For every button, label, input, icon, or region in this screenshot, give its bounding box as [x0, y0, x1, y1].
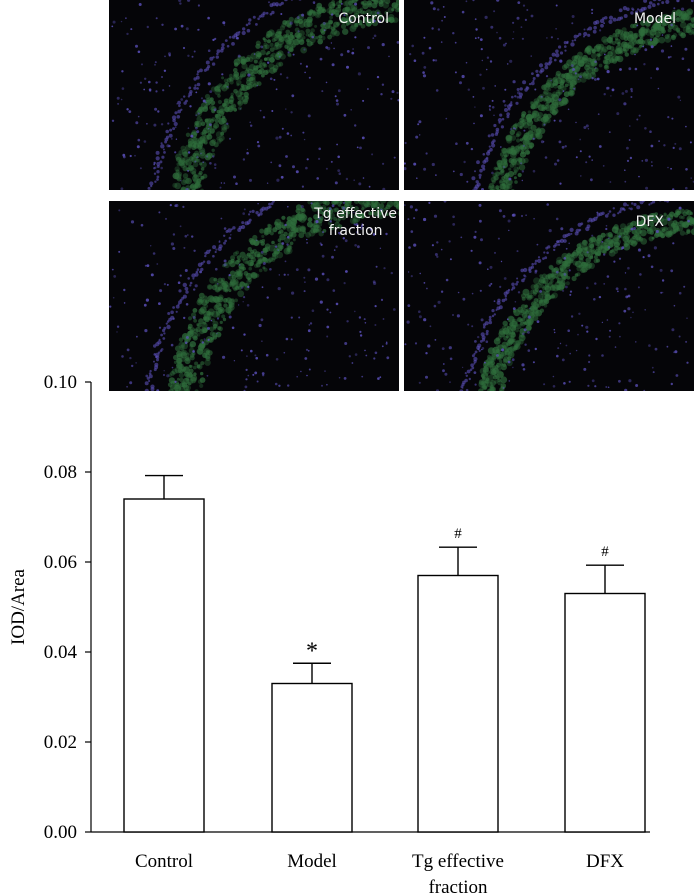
micrograph-image	[404, 0, 694, 190]
panel-label-model: Model	[633, 11, 676, 27]
micrograph-panel-tg-effective-fraction: Tg effective fraction	[109, 201, 399, 391]
significance-marker: #	[601, 544, 609, 560]
chart-bars	[123, 474, 646, 833]
nuclei-dots	[111, 0, 399, 190]
panel-label-line: fraction	[328, 223, 383, 239]
y-tick-label: 0.02	[44, 732, 77, 753]
category-label: Model	[287, 851, 337, 872]
significance-marker: #	[454, 526, 462, 542]
y-axis-label: IOD/Area	[8, 568, 29, 645]
nuclei-dots	[109, 201, 396, 391]
bar	[271, 682, 353, 833]
y-tick-label: 0.04	[44, 642, 78, 663]
bar	[123, 498, 205, 833]
stain-band	[459, 201, 694, 391]
y-tick-label: 0.10	[44, 372, 77, 393]
nuclei-dots	[404, 0, 694, 190]
micrograph-panel-dfx: DFX	[404, 201, 694, 391]
micrograph-image	[404, 201, 694, 391]
stain-band	[144, 201, 399, 391]
y-tick-label: 0.06	[44, 552, 77, 573]
category-label: DFX	[586, 851, 624, 872]
category-label: Tg effective	[412, 851, 504, 872]
panel-label-control: Control	[338, 11, 389, 27]
stain-band	[471, 0, 694, 190]
category-label: Control	[135, 851, 193, 872]
chart-labels: Control * Model # Tg effective fraction # DFX	[135, 526, 624, 894]
panel-label-tg-effective-fraction: Tg effective fraction	[314, 206, 397, 240]
micrograph-image	[109, 201, 399, 391]
bar	[417, 574, 499, 833]
nuclei-dots	[404, 201, 690, 391]
micrograph-panel-model: Model	[404, 0, 694, 190]
stain-band	[147, 0, 399, 190]
y-tick-label: 0.08	[44, 462, 77, 483]
y-tick-label: 0.00	[44, 822, 77, 843]
bar-chart: 0.00 0.02 0.04 0.06 0.08 0.10 Control * Model # T…	[8, 372, 650, 894]
significance-marker: *	[306, 638, 318, 664]
category-label: fraction	[428, 877, 488, 894]
panel-label-line: Tg effective	[314, 206, 397, 222]
micrograph-image	[111, 0, 399, 190]
micrograph-panel-control: Control	[109, 0, 399, 190]
bar	[564, 592, 646, 833]
panel-label-dfx: DFX	[635, 214, 664, 230]
